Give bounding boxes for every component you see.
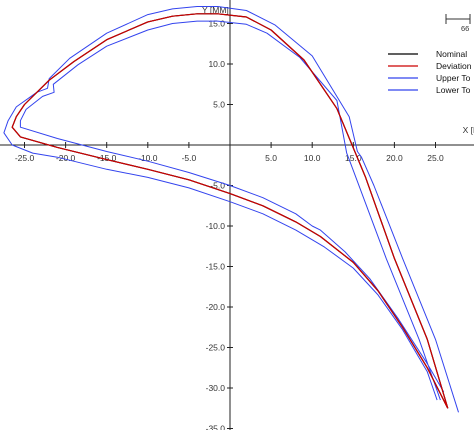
legend: Nominal Deviation Upper To Lower To	[388, 49, 472, 95]
series-line-deviation	[11, 13, 449, 409]
legend-label: Upper To	[436, 73, 471, 83]
x-tick-label: -25.0	[15, 153, 35, 163]
y-tick-label: -35.0	[206, 424, 226, 430]
y-ticks: 15.0 10.0 5.0 -5.0 -10.0 -15.0 -20.0 -25.0 -30.0…	[206, 19, 233, 430]
x-tick-label: 20.0	[386, 153, 403, 163]
x-tick-label: 10.0	[304, 153, 321, 163]
series-line-lower-to	[19, 20, 445, 401]
x-tick-label: -10.0	[138, 153, 158, 163]
y-tick-label: 15.0	[208, 19, 225, 29]
y-tick-label: -10.0	[206, 221, 226, 231]
y-axis-label: Y [MM]	[202, 5, 229, 15]
y-tick-label: 10.0	[208, 59, 225, 69]
x-tick-label: -5.0	[182, 153, 197, 163]
y-tick-label: -20.0	[206, 302, 226, 312]
x-tick-label: -20.0	[56, 153, 76, 163]
y-tick-label: 5.0	[213, 100, 225, 110]
legend-label: Deviation	[436, 61, 472, 71]
corner-scale: 66	[445, 14, 471, 33]
x-axis: -25.0 -20.0 -15.0 -10.0 -5.0 5.0 10.0 15.0 20.0 2…	[0, 125, 474, 163]
x-tick-label: 5.0	[265, 153, 277, 163]
legend-label: Nominal	[436, 49, 467, 59]
y-tick-label: -15.0	[206, 262, 226, 272]
series-line-upper-to	[3, 6, 459, 413]
x-tick-label: 15.0	[345, 153, 362, 163]
y-tick-label: -5.0	[210, 181, 225, 191]
y-tick-label: -25.0	[206, 343, 226, 353]
y-axis: 15.0 10.0 5.0 -5.0 -10.0 -15.0 -20.0 -25.0 -30.0…	[202, 0, 233, 430]
x-tick-label: 25.0	[427, 153, 444, 163]
x-axis-label: X [M	[463, 125, 474, 135]
y-tick-label: -30.0	[206, 383, 226, 393]
x-tick-label: -15.0	[97, 153, 117, 163]
corner-text: 66	[461, 24, 469, 33]
series-layer	[3, 6, 459, 413]
legend-label: Lower To	[436, 85, 471, 95]
